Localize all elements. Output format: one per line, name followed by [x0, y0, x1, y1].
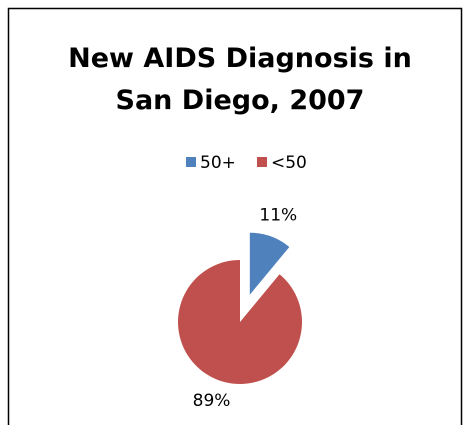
- data-label: 11%: [259, 206, 297, 226]
- data-label: 89%: [193, 391, 231, 411]
- pie-slice: [249, 232, 290, 295]
- legend-label: <50: [271, 153, 307, 173]
- legend-label: 50+: [200, 153, 236, 173]
- chart-title: New AIDS Diagnosis in San Diego, 2007: [68, 43, 412, 116]
- legend-swatch: [257, 157, 267, 167]
- pie-slice: [177, 260, 302, 384]
- legend-swatch: [186, 157, 196, 167]
